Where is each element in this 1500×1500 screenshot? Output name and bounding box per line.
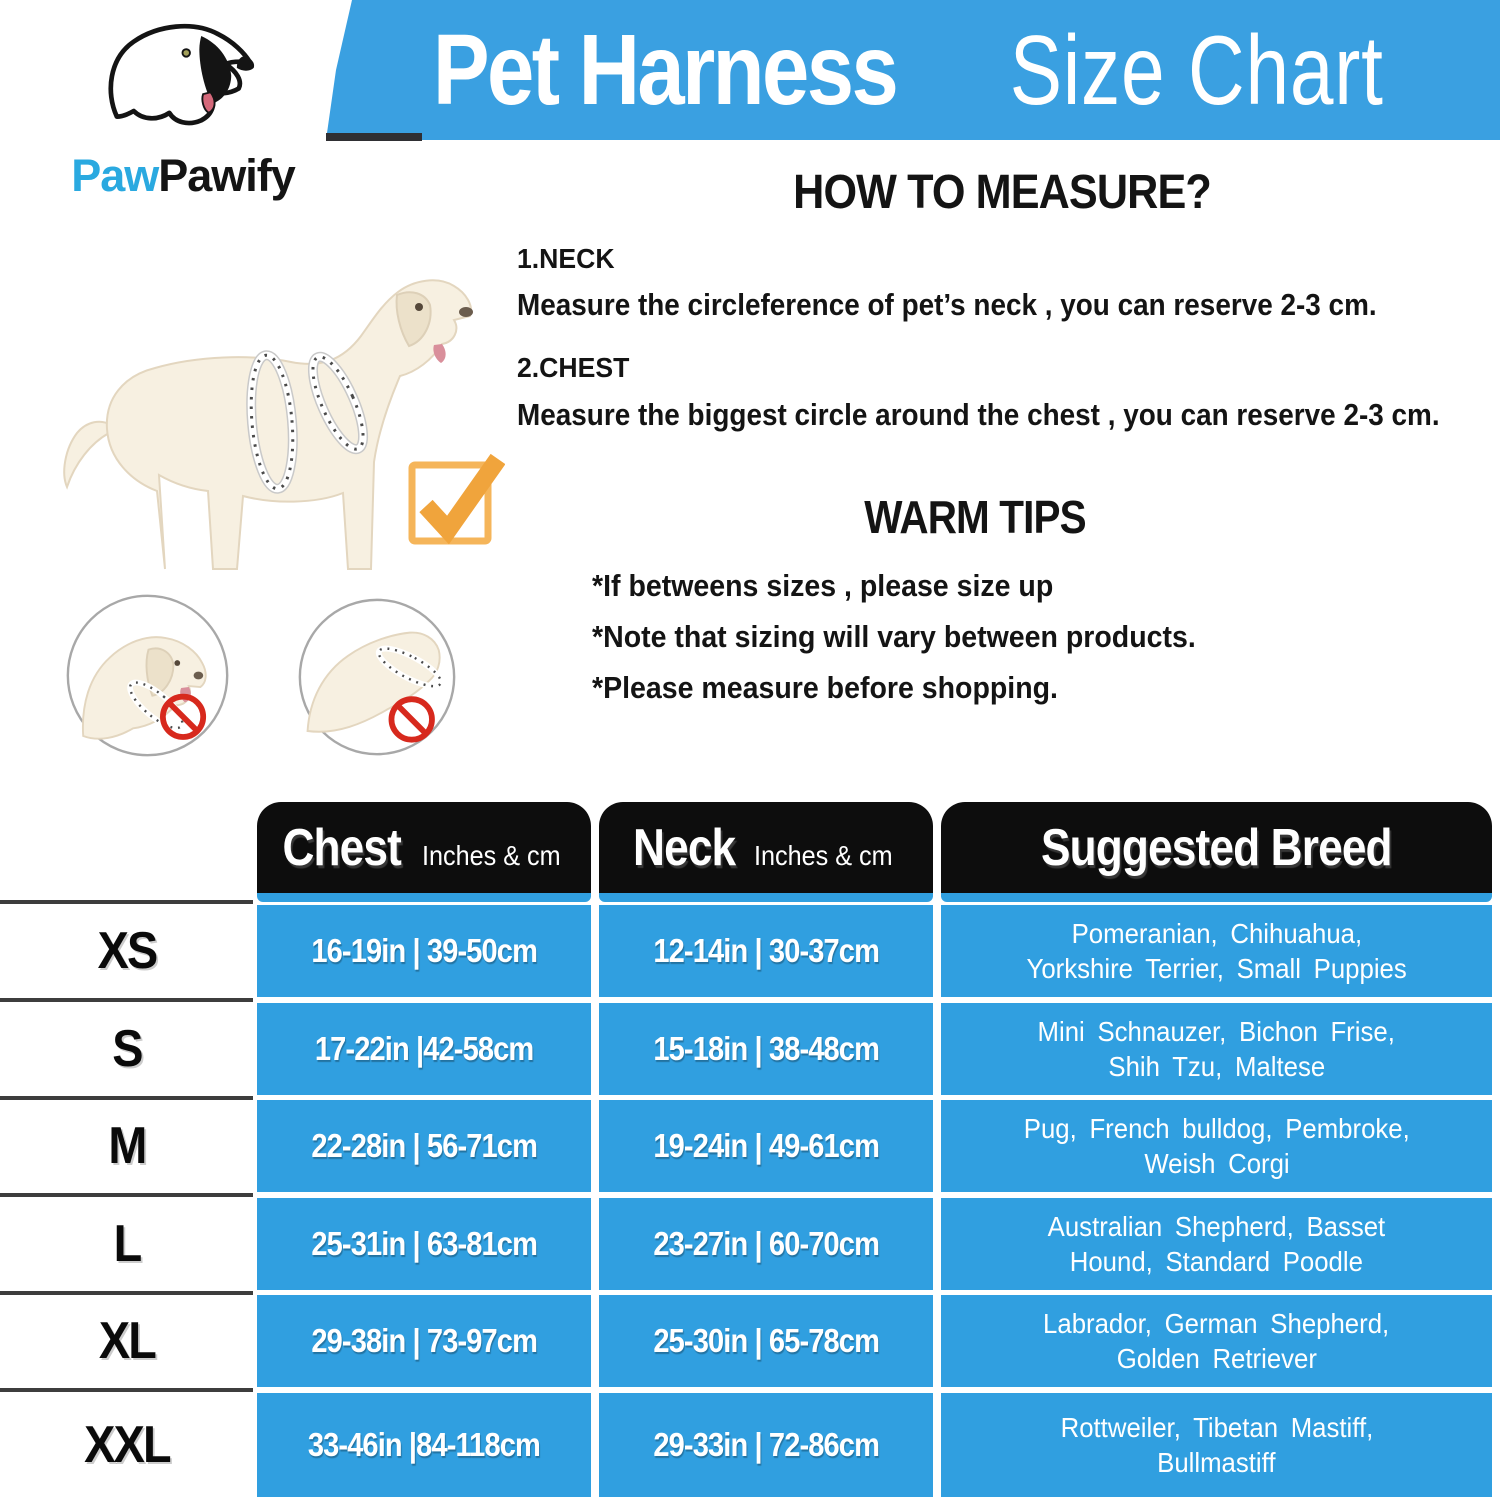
chest-cell: 29-38in | 73-97cm — [257, 1295, 591, 1387]
table-row-l: L 25-31in | 63-81cm 23-27in | 60-70cm Au… — [0, 1198, 1500, 1290]
neck-cell: 15-18in | 38-48cm — [599, 1003, 933, 1095]
step-neck-text: Measure the circleference of pet’s neck … — [517, 287, 1377, 322]
checkmark-icon — [408, 453, 505, 545]
table-row-xl: XL 29-38in | 73-97cm 25-30in | 65-78cm L… — [0, 1295, 1500, 1387]
brand-name: PawPawify — [68, 150, 298, 202]
breed-cell: Labrador, German Shepherd, Golden Retrie… — [941, 1295, 1492, 1387]
step-chest-label: 2.CHEST — [517, 352, 630, 383]
dog-logo-icon — [108, 23, 255, 126]
neck-tape-loop — [307, 351, 369, 455]
banner-title-light: Size Chart — [1009, 14, 1384, 125]
chest-cell: 22-28in | 56-71cm — [257, 1100, 591, 1192]
dog-eye — [415, 303, 423, 311]
warm-tips-heading: WARM TIPS — [864, 491, 1086, 543]
chest-cell: 16-19in | 39-50cm — [257, 905, 591, 997]
row-separator — [0, 998, 253, 1002]
how-to-measure-heading: HOW TO MEASURE? — [793, 166, 1212, 219]
table-row-s: S 17-22in |42-58cm 15-18in | 38-48cm Min… — [0, 1003, 1500, 1095]
dog-nose — [459, 307, 473, 317]
neck-cell: 25-30in | 65-78cm — [599, 1295, 933, 1387]
breed-cell: Pomeranian, Chihuahua, Yorkshire Terrier… — [941, 905, 1492, 997]
size-label: XXL — [84, 1416, 171, 1474]
logo-dog-eye — [181, 48, 191, 58]
table-row-xs: XS 16-19in | 39-50cm 12-14in | 30-37cm P… — [0, 905, 1500, 997]
row-separator — [0, 1096, 253, 1100]
table-row-m: M 22-28in | 56-71cm 19-24in | 49-61cm Pu… — [0, 1100, 1500, 1192]
breed-cell: Pug, French bulldog, Pembroke, Weish Cor… — [941, 1100, 1492, 1192]
warm-tip-2: *Note that sizing will vary between prod… — [592, 619, 1196, 654]
size-label: L — [113, 1215, 143, 1273]
table-row-xxl: XXL 33-46in |84-118cm 29-33in | 72-86cm … — [0, 1393, 1500, 1497]
dog-measuring-illustration — [63, 279, 473, 570]
neck-header-unit: Inches & cm — [754, 839, 893, 871]
collar-tape — [375, 645, 444, 690]
neck-cell: 19-24in | 49-61cm — [599, 1100, 933, 1192]
dog-ear — [145, 647, 175, 697]
brand-name-paw: Paw — [71, 150, 159, 201]
column-header-chest: Chest Inches & cm — [257, 802, 591, 902]
collar-tape — [127, 679, 186, 731]
size-label: XL — [98, 1312, 157, 1370]
neck-cell: 23-27in | 60-70cm — [599, 1198, 933, 1290]
row-separator — [0, 1193, 253, 1197]
column-header-breed: Suggested Breed — [941, 802, 1492, 902]
size-label: M — [108, 1117, 147, 1175]
chest-header-title: Chest — [282, 818, 402, 877]
dog-tongue — [433, 344, 446, 363]
size-label: S — [112, 1020, 143, 1078]
breed-cell: Rottweiler, Tibetan Mastiff, Bullmastiff — [941, 1393, 1492, 1497]
chest-cell: 33-46in |84-118cm — [257, 1393, 591, 1497]
neck-cell: 29-33in | 72-86cm — [599, 1393, 933, 1497]
row-separator — [0, 1291, 253, 1295]
dog-eye — [174, 660, 181, 666]
prohibition-icon — [388, 696, 435, 743]
breed-header-title: Suggested Breed — [1041, 818, 1393, 877]
size-label: XS — [97, 922, 159, 980]
chest-tape-loop — [246, 350, 298, 494]
chest-header-unit: Inches & cm — [421, 839, 561, 871]
banner-fold-shadow — [326, 133, 422, 141]
prohibition-icon — [160, 693, 207, 740]
step-chest-text: Measure the biggest circle around the ch… — [517, 397, 1440, 432]
breed-cell: Mini Schnauzer, Bichon Frise, Shih Tzu, … — [941, 1003, 1492, 1095]
banner-title-bold: Pet Harness — [432, 13, 899, 126]
warm-tip-1: *If betweens sizes , please size up — [592, 568, 1054, 603]
wrong-neck-measure-inset-1 — [66, 594, 229, 757]
chest-cell: 17-22in |42-58cm — [257, 1003, 591, 1095]
brand-name-pawify: Pawify — [158, 150, 296, 201]
row-separator — [0, 900, 253, 904]
wrong-neck-measure-inset-2 — [298, 598, 456, 756]
chest-cell: 25-31in | 63-81cm — [257, 1198, 591, 1290]
row-separator — [0, 1388, 253, 1392]
dog-tail — [63, 420, 113, 490]
dog-nose — [193, 671, 204, 680]
warm-tip-3: *Please measure before shopping. — [592, 670, 1058, 705]
neck-header-title: Neck — [632, 818, 736, 877]
step-neck-label: 1.NECK — [517, 243, 615, 274]
title-banner: Pet Harness Size Chart — [326, 0, 1500, 140]
column-header-neck: Neck Inches & cm — [599, 802, 933, 902]
neck-cell: 12-14in | 30-37cm — [599, 905, 933, 997]
dog-shoulder-closeup — [306, 631, 441, 733]
breed-cell: Australian Shepherd, Basset Hound, Stand… — [941, 1198, 1492, 1290]
